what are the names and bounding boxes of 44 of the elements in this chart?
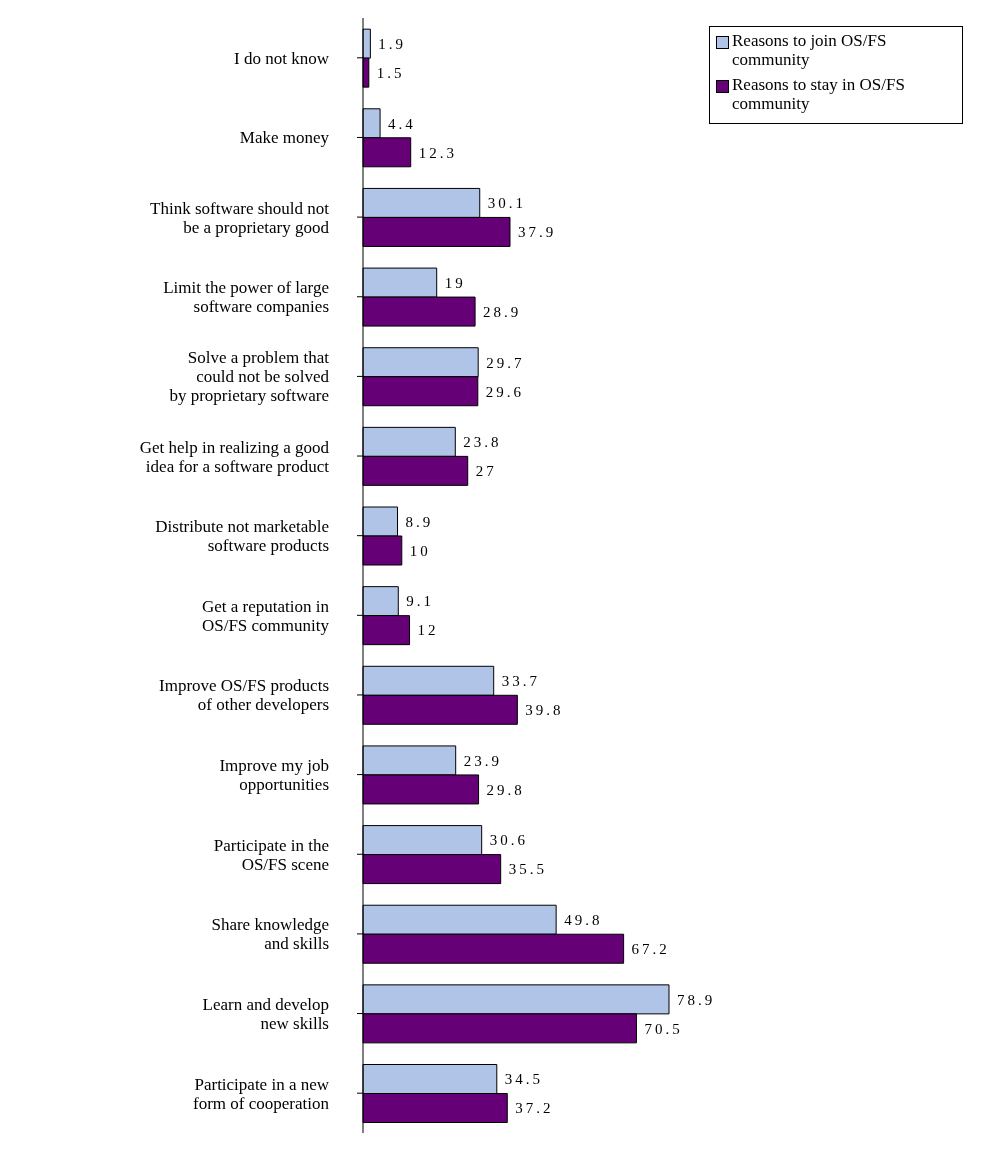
y-tick-label: Get a reputation in OS/FS community (201, 596, 330, 635)
y-tick-label: Make money (239, 127, 330, 147)
data-label: 12 (417, 622, 439, 639)
data-label: 28.9 (483, 303, 522, 320)
data-label: 37.2 (515, 1100, 554, 1117)
data-label: 34.5 (504, 1071, 544, 1088)
data-label: 49.8 (564, 912, 603, 929)
y-tick-label: Learn and develop new skills (202, 994, 329, 1033)
y-tick-label: Improve OS/FS products of other developers (159, 675, 329, 714)
data-label: 70.5 (644, 1020, 683, 1037)
data-label: 23.8 (463, 434, 502, 451)
data-label: 29.6 (485, 383, 525, 400)
data-label: 9.1 (406, 593, 435, 610)
data-label: 37.9 (517, 224, 557, 241)
data-label: 29.7 (486, 354, 525, 371)
data-label: 35.5 (508, 861, 547, 878)
data-label: 10 (409, 542, 431, 559)
legend-label: Reasons to join OS/FS community (732, 31, 888, 69)
y-tick-label: Think software should not be a proprietary good (150, 198, 330, 237)
data-label: 8.9 (405, 513, 434, 530)
y-tick-label: Participate in the OS/FS scene (213, 835, 329, 874)
data-label: 30.6 (489, 832, 528, 849)
y-tick-label: Limit the power of large software companies (163, 277, 329, 316)
legend-label: Reasons to stay in OS/FS community (732, 75, 906, 113)
y-tick-label: Solve a problem that could not be solved by proprietary software (169, 347, 330, 405)
y-tick-label: Improve my job opportunities (219, 755, 329, 794)
y-tick-label: Participate in a new form of cooperation (193, 1074, 330, 1113)
data-label: 27 (475, 463, 497, 480)
data-label: 29.8 (486, 781, 525, 798)
data-label: 1.5 (376, 64, 405, 81)
data-label: 67.2 (631, 941, 670, 958)
y-tick-label: Distribute not marketable software products (155, 516, 329, 555)
data-label: 78.9 (677, 991, 716, 1008)
data-label: 23.9 (463, 752, 502, 769)
data-label: 12.3 (418, 144, 457, 161)
data-label: 4.4 (388, 115, 416, 132)
y-tick-label: I do not know (234, 48, 330, 68)
data-label: 33.7 (501, 673, 540, 690)
data-label: 19 (444, 274, 466, 291)
y-tick-label: Get help in realizing a good idea for a software product (139, 437, 330, 476)
data-label: 39.8 (525, 702, 564, 719)
y-tick-label: Share knowledge and skills (211, 914, 329, 953)
data-label: 30.1 (487, 195, 526, 212)
data-label: 1.9 (378, 35, 407, 52)
